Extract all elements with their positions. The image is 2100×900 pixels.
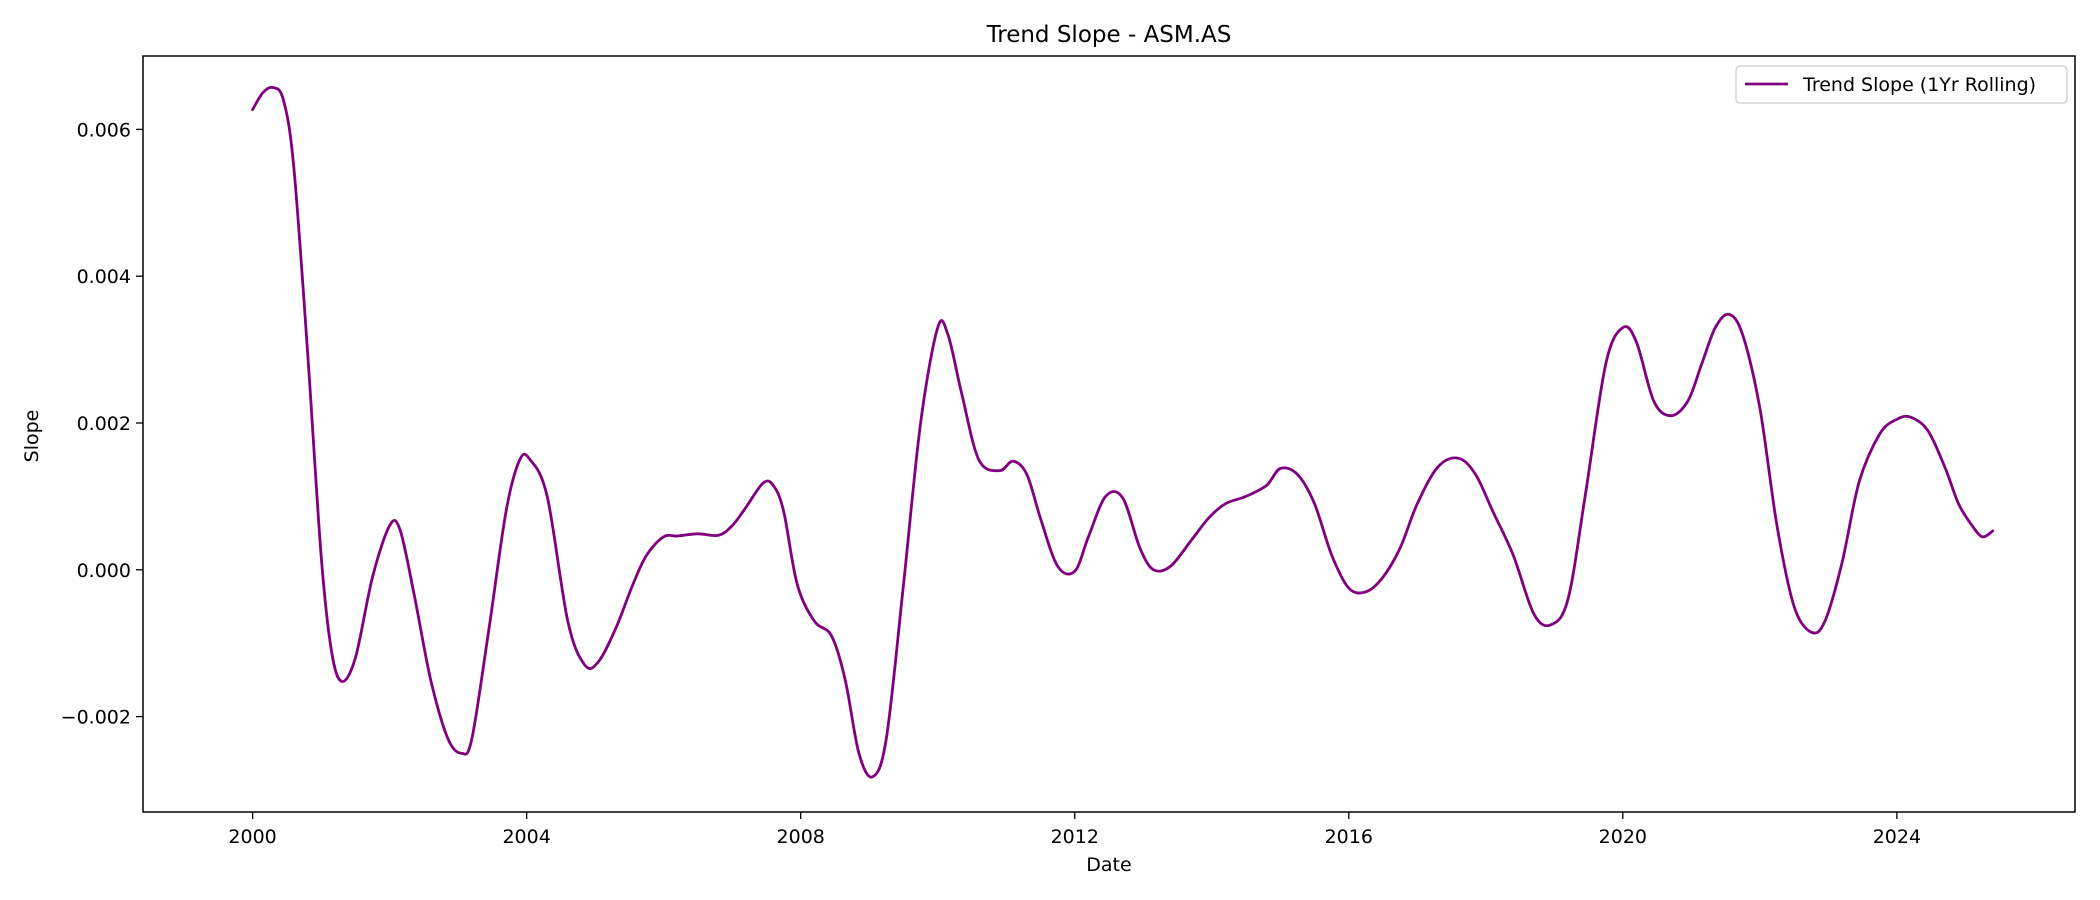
x-tick-group: 2000 2004 2008 2012 2016 2020 2024 [228, 812, 1921, 848]
y-axis-label: Slope [21, 410, 43, 463]
chart-title: Trend Slope - ASM.AS [986, 22, 1232, 48]
y-tick-label: 0.002 [77, 413, 131, 435]
y-tick-label: 0.000 [77, 560, 131, 582]
legend-box [1735, 65, 2068, 104]
legend-label: Trend Slope (1Yr Rolling) [1802, 74, 2036, 96]
y-tick-label: 0.004 [77, 266, 131, 288]
series-line-trend-slope [251, 85, 1995, 779]
x-tick-label: 2004 [502, 826, 550, 848]
x-tick-label: 2016 [1325, 826, 1373, 848]
x-tick-label: 2012 [1051, 826, 1099, 848]
plot-area [251, 85, 1995, 779]
x-axis-label: Date [1086, 854, 1131, 876]
x-tick-label: 2024 [1873, 826, 1921, 848]
x-tick-label: 2020 [1599, 826, 1647, 848]
x-tick-label: 2000 [228, 826, 276, 848]
x-tick-label: 2008 [777, 826, 825, 848]
y-tick-label: 0.006 [77, 119, 131, 141]
y-tick-label: −0.002 [61, 707, 131, 729]
y-tick-group: −0.002 0.000 0.002 0.004 0.006 [61, 119, 143, 729]
legend: Trend Slope (1Yr Rolling) [1735, 65, 2068, 104]
axes-frame [142, 55, 2076, 813]
